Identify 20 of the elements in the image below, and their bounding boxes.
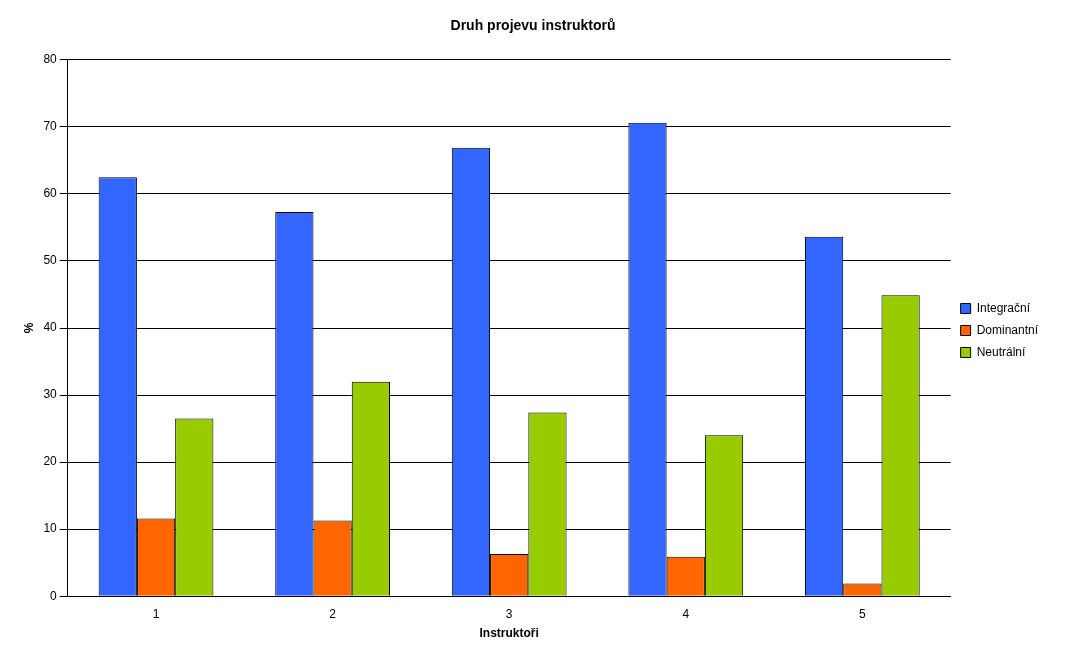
legend-label: Dominantní [976, 322, 1039, 337]
x-tick-label: 2 [329, 606, 337, 621]
x-tick-label: 1 [152, 606, 160, 621]
x-axis-title: Instruktoři [479, 626, 539, 641]
y-tick-label: 10 [43, 521, 58, 536]
y-tick-label: 0 [50, 588, 58, 603]
legend-label: Integrační [976, 300, 1031, 315]
x-tick-label: 3 [505, 606, 513, 621]
y-tick-label: 80 [43, 52, 58, 67]
y-tick-label: 50 [43, 253, 58, 268]
y-tick-label: 20 [43, 454, 58, 469]
y-axis-title: % [21, 322, 36, 334]
x-tick-label: 5 [859, 606, 866, 621]
y-tick-label: 30 [43, 387, 58, 402]
y-tick-label: 70 [43, 119, 58, 134]
chart-title: Druh projevu instruktorů [450, 17, 616, 34]
legend-label: Neutrální [976, 344, 1026, 359]
y-tick-label: 60 [43, 186, 58, 201]
y-tick-label: 40 [43, 320, 58, 335]
x-tick-label: 4 [682, 606, 690, 621]
